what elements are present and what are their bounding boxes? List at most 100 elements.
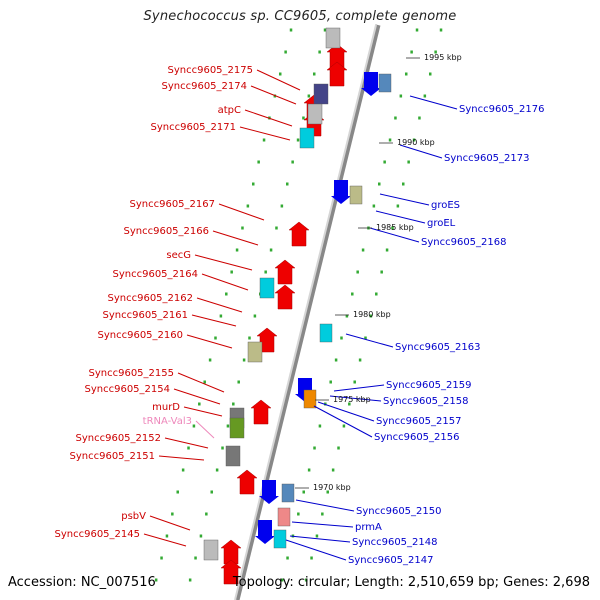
ring-dot	[253, 314, 257, 318]
forward-gene-box	[225, 445, 241, 467]
label-leaders	[143, 69, 458, 561]
ring-dot	[304, 578, 308, 582]
ring-dot	[176, 490, 179, 494]
forward-leader-line	[201, 273, 249, 291]
ring-dot	[262, 138, 266, 142]
forward-leader-line	[196, 297, 243, 313]
topology-summary: Topology: circular; Length: 2,510,659 bp…	[232, 575, 590, 590]
forward-gene-label: atpC	[218, 105, 241, 116]
reverse-gene-label: groES	[431, 200, 460, 211]
accession-text: Accession: NC_007516	[8, 575, 156, 590]
forward-gene-label: Syncc9605_2151	[70, 451, 156, 462]
ring-dot	[269, 248, 273, 252]
ring-dot	[364, 336, 367, 340]
reverse-leader-line	[345, 333, 394, 348]
forward-gene-label: Syncc9605_2160	[98, 330, 184, 341]
reverse-leader-line	[409, 95, 458, 110]
ring-dot	[297, 512, 300, 516]
reverse-leader-line	[295, 499, 355, 512]
reverse-gene-arrow	[259, 480, 279, 504]
ring-dot	[214, 336, 217, 340]
ring-dot	[312, 72, 316, 76]
ring-dot	[375, 292, 378, 296]
ring-dot	[331, 468, 335, 472]
reverse-gene-label: Syncc9605_2173	[444, 153, 530, 164]
ring-dot	[248, 336, 251, 340]
ring-dot	[391, 226, 394, 230]
forward-gene-box	[313, 83, 329, 105]
forward-gene-label: Syncc9605_2145	[55, 529, 141, 540]
reverse-leader-line	[399, 144, 443, 159]
reverse-gene-box	[349, 185, 363, 205]
ring-dot	[225, 292, 228, 296]
kbp-tick-label: 1985 kbp	[376, 223, 414, 232]
reverse-leader-line	[289, 535, 351, 543]
forward-leader-line	[244, 109, 293, 127]
ring-dot	[439, 28, 443, 32]
forward-gene-label: Syncc9605_2162	[108, 293, 194, 304]
ring-dot	[286, 182, 289, 186]
forward-gene-label: murD	[152, 402, 180, 413]
ring-dot	[280, 578, 284, 582]
ring-dot	[388, 138, 392, 142]
ring-dot	[291, 160, 294, 164]
forward-gene-box	[299, 127, 315, 149]
ring-dot	[264, 270, 267, 274]
reverse-gene-box	[277, 507, 291, 527]
reverse-gene-label: Syncc9605_2150	[356, 506, 442, 517]
ring-dot	[351, 292, 354, 296]
reverse-leader-line	[317, 401, 375, 422]
ring-dot	[358, 358, 362, 362]
ring-dot	[313, 446, 316, 450]
forward-leader-line	[186, 334, 233, 349]
gene-features	[203, 27, 392, 585]
forward-leader-line	[194, 254, 253, 271]
ring-dot	[154, 578, 158, 582]
reverse-gene-label: Syncc9605_2157	[376, 416, 462, 427]
ring-dot	[192, 424, 196, 428]
ring-dot	[165, 534, 169, 538]
forward-gene-label: Syncc9605_2154	[85, 384, 171, 395]
ring-dot	[296, 138, 300, 142]
reverse-gene-label: Syncc9605_2163	[395, 342, 481, 353]
forward-gene-label: Syncc9605_2167	[130, 199, 216, 210]
ring-dot	[241, 226, 244, 230]
ring-dot	[203, 380, 206, 384]
gene-labels: Syncc9605_2175 Syncc9605_2174 atpC Syncc960…	[55, 65, 545, 566]
kbp-tick-label: 1980 kbp	[353, 310, 391, 319]
forward-leader-line	[143, 533, 187, 547]
forward-gene-box	[203, 539, 219, 561]
ring-dot	[187, 446, 190, 450]
ring-dot	[342, 424, 346, 428]
ring-dot	[434, 50, 437, 54]
ring-dot	[378, 182, 381, 186]
ring-dot	[257, 160, 260, 164]
forward-gene-label: Syncc9605_2171	[151, 122, 237, 133]
ring-dot	[171, 512, 174, 516]
forward-gene-box	[307, 103, 323, 125]
ring-dot	[383, 160, 386, 164]
forward-leader-line	[164, 437, 209, 449]
forward-gene-label: psbV	[121, 511, 146, 522]
ring-dot	[275, 226, 278, 230]
ring-dot	[242, 358, 246, 362]
reverse-gene-label: Syncc9605_2159	[386, 380, 472, 391]
ring-dot	[278, 72, 282, 76]
forward-leader-line	[149, 515, 191, 531]
ring-dot	[286, 556, 289, 560]
forward-leader-line	[177, 372, 225, 393]
forward-gene-arrow	[326, 61, 348, 87]
ring-dot	[396, 204, 400, 208]
ring-dot	[369, 314, 373, 318]
kbp-tick-label: 1995 kbp	[424, 53, 462, 62]
forward-gene-arrow	[250, 399, 272, 425]
ring-dot	[399, 94, 403, 98]
ring-dot	[356, 270, 359, 274]
ring-dot	[394, 116, 397, 120]
reverse-gene-label: Syncc9605_2158	[383, 396, 469, 407]
forward-gene-label: Syncc9605_2161	[103, 310, 189, 321]
reverse-leader-line	[291, 521, 354, 528]
ring-dot	[302, 116, 305, 120]
ring-dot	[318, 424, 322, 428]
ring-dot	[237, 380, 240, 384]
